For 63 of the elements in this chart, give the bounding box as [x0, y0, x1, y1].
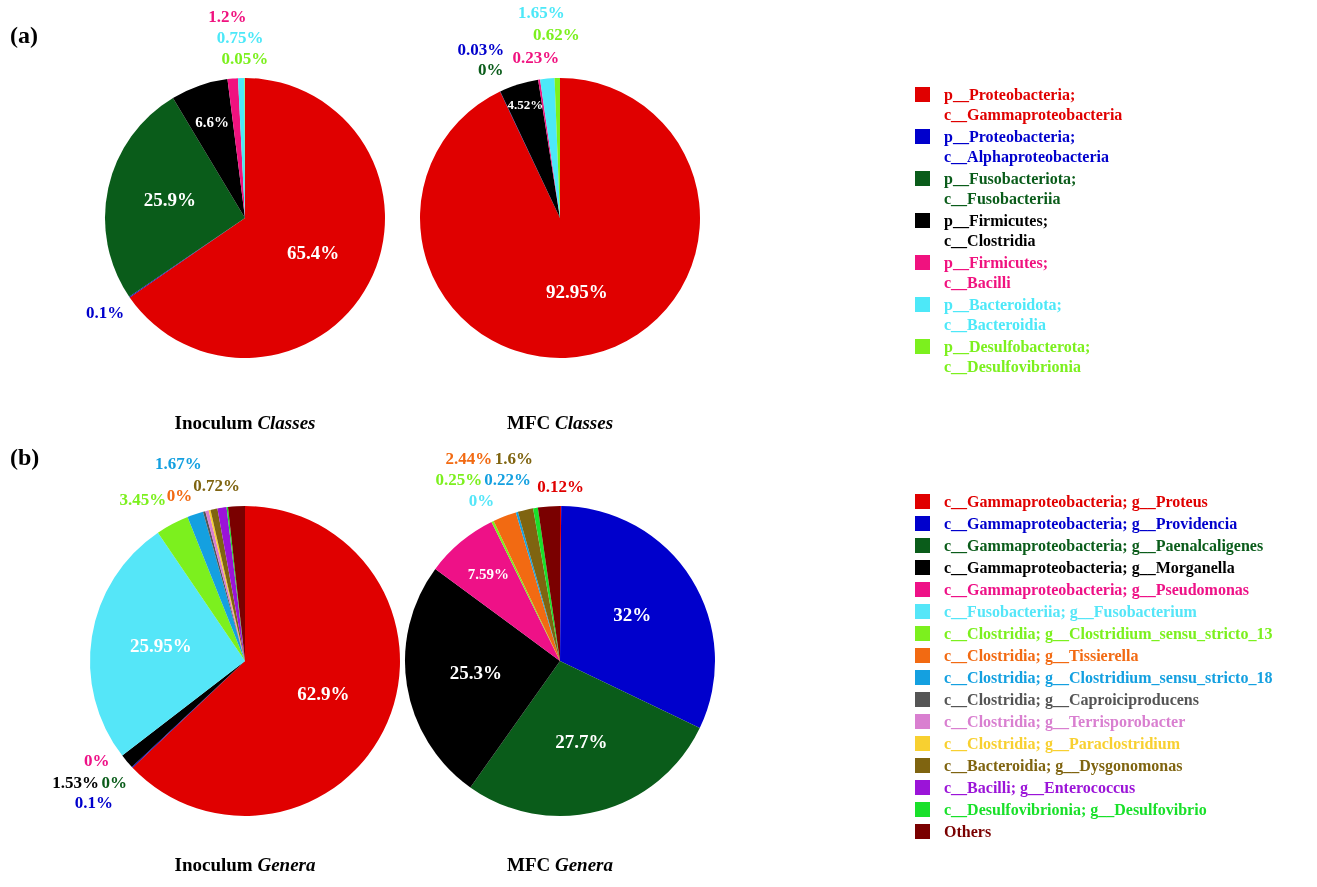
legend-label: p__Proteobacteria; c__Alphaproteobacteria	[944, 127, 1110, 167]
data-label: 0.75%	[216, 27, 264, 47]
data-label: 65.4%	[287, 241, 340, 263]
legend-label: c__Gammaproteobacteria; g__Paenalcaligenes	[944, 536, 1264, 556]
text: (a)	[10, 22, 38, 49]
legend-label: c__Clostridia; g__Clostridium_sensu_stricto_13	[944, 624, 1273, 644]
data-label: 1.65%	[518, 3, 565, 23]
legend-label: c__Desulfovibrionia; g__Desulfovibrio	[944, 800, 1207, 820]
data-label: 0.62%	[533, 24, 580, 44]
legend-label: c__Clostridia; g__Caproiciproducens	[944, 690, 1199, 710]
legend-label: c__Gammaproteobacteria; g__Pseudomonas	[944, 580, 1249, 600]
data-label: 6.6%	[195, 113, 229, 130]
data-label: 62.9%	[297, 682, 350, 704]
text: 0%	[468, 491, 495, 511]
text: MFC Classes	[505, 412, 615, 434]
data-label: 25.3%	[449, 662, 502, 684]
text: 0%	[166, 485, 193, 505]
data-label: 1.53%	[52, 772, 99, 792]
data-label: 7.59%	[467, 566, 510, 583]
data-label: 1.6%	[494, 448, 533, 468]
text: 0%	[101, 772, 128, 792]
legend-label: c__Clostridia; g__Tissierella	[944, 646, 1139, 666]
data-label: 32%	[613, 603, 652, 625]
legend-label: c__Clostridia; g__Clostridium_sensu_stricto_18	[944, 668, 1273, 688]
text: MFC Genera	[505, 854, 615, 876]
data-label: 0.12%	[537, 477, 585, 497]
legend-label: c__Gammaproteobacteria; g__Proteus	[944, 492, 1208, 512]
legend-label: p__Firmicutes; c__Clostridia	[944, 211, 1048, 251]
legend-label: p__Bacteroidota; c__Bacteroidia	[944, 295, 1062, 335]
legend-label: p__Fusobacteriota; c__Fusobacteriia	[944, 169, 1077, 209]
legend-label: p__Proteobacteria; c__Gammaproteobacteria	[944, 85, 1123, 125]
data-label: 0.25%	[435, 469, 483, 489]
data-label: 2.44%	[445, 449, 493, 469]
text: Inoculum Genera	[173, 854, 317, 876]
text: (b)	[10, 444, 40, 471]
text: 0%	[84, 751, 110, 771]
data-label: 4.52%	[507, 96, 544, 112]
data-label: 0.72%	[193, 476, 240, 496]
legend-label: c__Bacteroidia; g__Dysgonomonas	[944, 756, 1183, 776]
legend-label: c__Clostridia; g__Terrisporobacter	[944, 712, 1186, 732]
data-label: 0.03%	[457, 40, 505, 60]
data-label: 0.23%	[512, 47, 560, 67]
data-label: 0.22%	[484, 469, 532, 489]
text: Inoculum Classes	[173, 412, 317, 434]
data-label: 0.1%	[74, 792, 113, 812]
legend-label: c__Bacilli; g__Enterococcus	[944, 778, 1136, 798]
text: 0%	[477, 60, 504, 80]
data-label: 92.95%	[546, 281, 608, 303]
legend-label: p__Desulfobacterota; c__Desulfovibrionia	[944, 337, 1091, 377]
legend-label: c__Clostridia; g__Paraclostridium	[944, 734, 1180, 754]
data-label: 25.95%	[129, 635, 192, 657]
data-label: 3.45%	[119, 490, 167, 510]
data-label: 0.1%	[86, 303, 125, 323]
legend-label: Others	[944, 822, 992, 842]
data-label: 27.7%	[555, 731, 608, 753]
legend-label: c__Gammaproteobacteria; g__Morganella	[944, 558, 1235, 578]
data-label: 1.2%	[208, 6, 247, 26]
data-label: 25.9%	[143, 189, 196, 211]
data-label: 0.05%	[221, 49, 269, 69]
data-label: 1.67%	[155, 454, 202, 474]
legend-label: c__Fusobacteriia; g__Fusobacterium	[944, 602, 1197, 622]
legend-label: p__Firmicutes; c__Bacilli	[944, 253, 1048, 293]
legend-label: c__Gammaproteobacteria; g__Providencia	[944, 514, 1238, 534]
